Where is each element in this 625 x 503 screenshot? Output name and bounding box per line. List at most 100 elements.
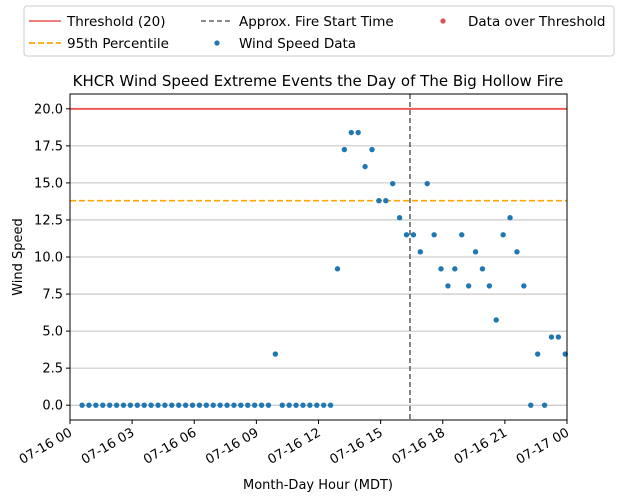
- data-point: [369, 146, 375, 153]
- data-point: [452, 266, 458, 272]
- data-point: [548, 334, 555, 340]
- data-point: [486, 283, 493, 289]
- data-point: [210, 402, 216, 408]
- data-point: [169, 402, 175, 408]
- data-point: [341, 146, 348, 153]
- data-point: [438, 266, 444, 272]
- data-point: [431, 232, 437, 238]
- data-point: [500, 232, 506, 238]
- data-point: [100, 402, 106, 408]
- data-point: [155, 402, 161, 408]
- data-point: [445, 283, 451, 289]
- x-tick-label: 07-17 00: [514, 425, 572, 467]
- y-tick-label: 15.0: [34, 176, 63, 191]
- data-point: [383, 197, 389, 204]
- data-point: [286, 402, 292, 408]
- reference-lines: [70, 94, 567, 420]
- y-axis: 0.0 2.5 5.0 7.5 10.0 12.5 15.0 17.5 20.0: [34, 102, 70, 414]
- y-tick-label: 17.5: [34, 139, 63, 154]
- data-point: [410, 232, 417, 238]
- data-point: [528, 402, 534, 408]
- data-point: [265, 402, 272, 408]
- data-point: [327, 402, 334, 408]
- data-point: [396, 215, 403, 221]
- x-tick-label: 07-16 18: [390, 425, 448, 467]
- x-tick-label: 07-16 09: [203, 425, 261, 467]
- data-point: [127, 402, 134, 408]
- data-point: [465, 283, 472, 289]
- legend-over-swatch: [440, 18, 446, 24]
- data-point: [320, 402, 327, 408]
- data-point: [141, 402, 147, 408]
- data-point: [521, 283, 527, 289]
- y-tick-label: 20.0: [34, 102, 63, 117]
- x-axis: 07-16 00 07-16 03 07-16 06 07-16 09 07-16 12…: [17, 420, 572, 468]
- data-point: [472, 249, 479, 255]
- y-tick-label: 10.0: [34, 251, 63, 266]
- data-point: [424, 180, 430, 187]
- data-point: [362, 163, 368, 170]
- x-axis-label: Month-Day Hour (MDT): [243, 478, 393, 493]
- data-point: [314, 402, 320, 408]
- data-point: [493, 317, 499, 323]
- data-point: [479, 266, 486, 272]
- data-point: [514, 249, 520, 255]
- y-tick-label: 2.5: [42, 362, 63, 377]
- data-point: [120, 402, 127, 408]
- data-point: [238, 402, 244, 408]
- data-point: [176, 402, 182, 408]
- data-point: [534, 351, 541, 357]
- data-point: [293, 402, 299, 408]
- y-tick-label: 12.5: [34, 213, 63, 228]
- x-tick-label: 07-16 21: [452, 425, 510, 467]
- legend-over-label: Data over Threshold: [468, 14, 605, 30]
- legend: Threshold (20) 95th Percentile Approx. F…: [23, 5, 615, 57]
- x-tick-label: 07-16 03: [79, 425, 137, 467]
- data-point: [113, 402, 120, 408]
- y-axis-label: Wind Speed: [11, 218, 26, 296]
- grid: [70, 108, 567, 406]
- data-point: [162, 402, 168, 408]
- y-tick-label: 5.0: [42, 325, 63, 340]
- data-point: [106, 402, 113, 408]
- x-tick-label: 07-16 15: [328, 425, 386, 467]
- data-point: [279, 402, 285, 408]
- data-point: [348, 129, 354, 136]
- data-point: [134, 402, 141, 408]
- data-point: [507, 215, 513, 221]
- data-point: [258, 402, 265, 408]
- legend-p95-label: 95th Percentile: [67, 36, 169, 52]
- legend-frame: [23, 5, 615, 57]
- data-point: [217, 402, 223, 408]
- y-tick-label: 7.5: [42, 288, 63, 303]
- data-point: [272, 351, 279, 357]
- data-point: [417, 249, 424, 255]
- data-point: [355, 129, 361, 136]
- data-point: [203, 402, 210, 408]
- x-tick-label: 07-16 12: [265, 425, 323, 467]
- x-tick-label: 07-16 06: [141, 425, 199, 467]
- legend-wind-label: Wind Speed Data: [239, 36, 356, 52]
- data-point: [196, 402, 203, 408]
- data-point: [555, 334, 562, 340]
- data-point: [334, 266, 341, 272]
- data-point: [189, 402, 196, 408]
- data-point: [224, 402, 230, 408]
- legend-wind-swatch: [214, 40, 220, 46]
- x-tick-label: 07-16 00: [17, 425, 75, 467]
- legend-fire-label: Approx. Fire Start Time: [239, 14, 394, 30]
- data-point: [300, 402, 306, 408]
- data-point: [459, 232, 465, 238]
- data-point: [86, 402, 92, 408]
- legend-threshold-label: Threshold (20): [66, 14, 166, 30]
- data-point: [541, 402, 548, 408]
- y-tick-label: 0.0: [42, 399, 63, 414]
- data-point: [231, 402, 237, 408]
- data-point: [376, 197, 382, 204]
- data-points: [79, 129, 568, 408]
- data-point: [403, 232, 410, 238]
- data-point: [307, 402, 313, 408]
- data-point: [390, 180, 396, 187]
- data-point: [245, 402, 251, 408]
